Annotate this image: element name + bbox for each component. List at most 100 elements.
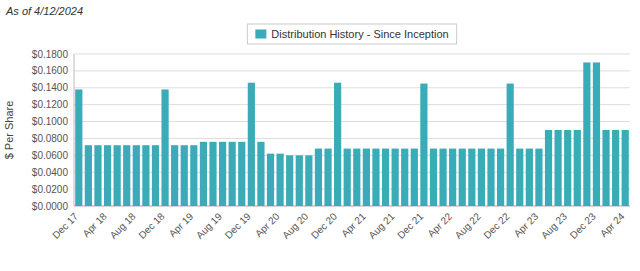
bar xyxy=(190,145,197,206)
bar xyxy=(516,149,523,206)
bar xyxy=(161,89,168,206)
bar xyxy=(296,155,303,206)
bar xyxy=(497,149,504,206)
x-tick-label: Apr 19 xyxy=(167,210,196,239)
chart: $0.0000 $0.0200 $0.0400 $0.0600 $0.0800 $0.10… xyxy=(0,0,640,271)
bar xyxy=(392,149,399,206)
bar xyxy=(171,145,178,206)
bar xyxy=(535,149,542,206)
x-tick-label: Apr 20 xyxy=(253,210,282,239)
y-tick-label: $0.1000 xyxy=(32,116,69,127)
bar xyxy=(478,149,485,206)
x-tick-label: Dec 17 xyxy=(50,210,80,240)
x-tick-label: Aug 23 xyxy=(539,210,569,240)
x-tick-label: Dec 22 xyxy=(481,210,511,240)
y-tick-label: $0.1600 xyxy=(32,65,69,76)
y-axis: $0.0000 $0.0200 $0.0400 $0.0600 $0.0800 $0.10… xyxy=(32,49,630,212)
x-tick-label: Dec 18 xyxy=(136,210,166,240)
bar xyxy=(219,142,226,206)
bar xyxy=(363,149,370,206)
y-tick-label: $0.0400 xyxy=(32,167,69,178)
y-axis-label: $ Per Share xyxy=(3,101,15,160)
legend-box xyxy=(247,24,456,44)
x-tick-label: Aug 21 xyxy=(366,210,396,240)
y-tick-label: $0.0000 xyxy=(32,201,69,212)
y-tick-label: $0.0600 xyxy=(32,150,69,161)
x-tick-label: Dec 19 xyxy=(223,210,253,240)
grid-line xyxy=(74,54,630,55)
bar xyxy=(401,149,408,206)
bar xyxy=(286,155,293,206)
bar-series xyxy=(75,62,629,206)
bar xyxy=(612,130,619,206)
x-tick-label: Dec 20 xyxy=(309,210,339,240)
x-tick-label: Aug 20 xyxy=(280,210,310,240)
bar xyxy=(602,130,609,206)
y-tick-label: $0.0800 xyxy=(32,133,69,144)
bar xyxy=(181,145,188,206)
bar xyxy=(430,149,437,206)
bar xyxy=(622,130,629,206)
x-tick-label: Apr 22 xyxy=(425,210,454,239)
x-tick-label: Apr 21 xyxy=(339,210,368,239)
bar xyxy=(583,62,590,206)
bar xyxy=(104,145,111,206)
bar xyxy=(305,155,312,206)
bar xyxy=(555,130,562,206)
bar xyxy=(411,149,418,206)
bar xyxy=(574,130,581,206)
grid-line xyxy=(74,121,630,122)
bar xyxy=(152,145,159,206)
bar xyxy=(123,145,130,206)
bar xyxy=(229,142,236,206)
bar xyxy=(344,149,351,206)
bar xyxy=(439,149,446,206)
x-tick-label: Apr 24 xyxy=(598,210,627,239)
bar xyxy=(75,89,82,206)
bar xyxy=(564,130,571,206)
x-tick-label: Aug 22 xyxy=(453,210,483,240)
bar xyxy=(487,149,494,206)
y-tick-label: $0.1200 xyxy=(32,99,69,110)
bar xyxy=(353,149,360,206)
y-tick-label: $0.1800 xyxy=(32,49,69,60)
x-tick-label: Dec 21 xyxy=(395,210,425,240)
bar xyxy=(324,149,331,206)
bar xyxy=(315,149,322,206)
x-tick-label: Dec 23 xyxy=(568,210,598,240)
x-tick-label: Apr 23 xyxy=(512,210,541,239)
bar xyxy=(238,142,245,206)
bar xyxy=(382,149,389,206)
y-tick-label: $0.0200 xyxy=(32,184,69,195)
y-tick-label: $0.1400 xyxy=(32,82,69,93)
bar xyxy=(267,154,274,206)
bar xyxy=(507,84,514,206)
x-tick-label: Aug 19 xyxy=(194,210,224,240)
bar xyxy=(372,149,379,206)
grid-line xyxy=(74,87,630,88)
bar xyxy=(593,62,600,206)
bar xyxy=(133,145,140,206)
legend: Distribution History - Since Inception xyxy=(247,24,456,44)
bar xyxy=(334,83,341,206)
bar xyxy=(420,84,427,206)
bar xyxy=(545,130,552,206)
grid-line xyxy=(74,70,630,71)
bar xyxy=(200,142,207,206)
bar xyxy=(209,142,216,206)
x-tick-label: Apr 18 xyxy=(80,210,109,239)
bar xyxy=(468,149,475,206)
x-axis: Dec 17Apr 18Aug 18Dec 18Apr 19Aug 19Dec … xyxy=(50,210,627,241)
legend-swatch xyxy=(255,30,266,39)
bar xyxy=(142,145,149,206)
x-tick-label: Aug 18 xyxy=(108,210,138,240)
grid-line xyxy=(74,104,630,105)
bar xyxy=(526,149,533,206)
bar xyxy=(94,145,101,206)
bar xyxy=(248,83,255,206)
bar xyxy=(449,149,456,206)
bar xyxy=(459,149,466,206)
y-axis-line xyxy=(74,54,75,206)
title: As of 4/12/2024 xyxy=(5,5,83,17)
bar xyxy=(85,145,92,206)
